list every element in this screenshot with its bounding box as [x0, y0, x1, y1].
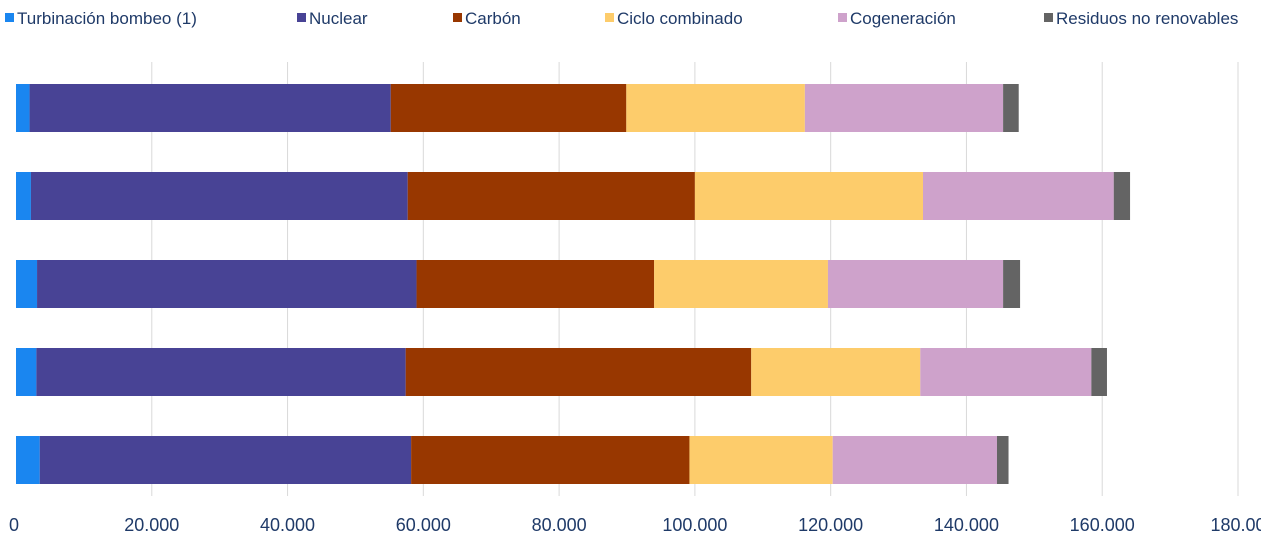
bar-segment: [922, 172, 1114, 220]
x-tick-label: 100.000: [662, 515, 727, 535]
x-tick-label: 0: [9, 515, 19, 535]
legend-swatch: [297, 13, 306, 22]
bar-segment: [405, 348, 752, 396]
legend-item: Cogeneración: [838, 9, 956, 28]
legend-item: Turbinación bombeo (1): [5, 9, 197, 28]
bar-segment: [832, 436, 997, 484]
x-tick-label: 120.000: [798, 515, 863, 535]
legend-label: Nuclear: [309, 9, 368, 28]
bar-segment: [30, 172, 408, 220]
chart-legend: Turbinación bombeo (1) Nuclear Carbón Ciclo…: [5, 9, 1238, 28]
legend-label: Turbinación bombeo (1): [17, 9, 197, 28]
legend-swatch: [605, 13, 614, 22]
x-tick-label: 80.000: [532, 515, 587, 535]
legend-item: Ciclo combinado: [605, 9, 743, 28]
bar-stack: [16, 436, 1009, 484]
bar-segment: [1091, 348, 1107, 396]
x-axis-ticks: 0 20.000 40.000 60.000 80.000 100.000 120.000 1…: [9, 515, 1261, 535]
legend-swatch: [838, 13, 847, 22]
legend-label: Ciclo combinado: [617, 9, 743, 28]
bar-segment: [654, 260, 828, 308]
bar-stack: [16, 260, 1021, 308]
bar-segment: [411, 436, 690, 484]
x-tick-label: 20.000: [124, 515, 179, 535]
bar-segment: [36, 348, 406, 396]
legend-label: Carbón: [465, 9, 521, 28]
bar-segment: [39, 436, 412, 484]
bar-segment: [16, 348, 37, 396]
bar-stack: [16, 84, 1019, 132]
bar-segment: [16, 84, 30, 132]
bar-stack: [16, 172, 1131, 220]
bar-segment: [804, 84, 1004, 132]
bar-segment: [416, 260, 655, 308]
bar-segment: [694, 172, 923, 220]
bar-segment: [626, 84, 805, 132]
bar-segment: [689, 436, 833, 484]
legend-label: Residuos no renovables: [1056, 9, 1238, 28]
bar-stack: [16, 348, 1107, 396]
x-tick-label: 180.00: [1210, 515, 1261, 535]
legend-item: Nuclear: [297, 9, 368, 28]
bar-segment: [1003, 84, 1019, 132]
bar-segment: [16, 172, 31, 220]
legend-swatch: [5, 13, 14, 22]
x-tick-label: 40.000: [260, 515, 315, 535]
legend-item: Residuos no renovables: [1044, 9, 1238, 28]
legend-label: Cogeneración: [850, 9, 956, 28]
bar-segment: [1113, 172, 1131, 220]
bar-stacks: [16, 84, 1131, 484]
bar-segment: [29, 84, 391, 132]
bar-segment: [16, 260, 38, 308]
bar-segment: [16, 436, 40, 484]
x-tick-label: 60.000: [396, 515, 451, 535]
legend-item: Carbón: [453, 9, 521, 28]
bar-segment: [751, 348, 921, 396]
legend-swatch: [1044, 13, 1053, 22]
bar-segment: [920, 348, 1092, 396]
legend-swatch: [453, 13, 462, 22]
bar-segment: [390, 84, 627, 132]
bar-segment: [827, 260, 1004, 308]
bar-segment: [407, 172, 695, 220]
bar-segment: [37, 260, 417, 308]
bar-segment: [1003, 260, 1021, 308]
x-tick-label: 140.000: [934, 515, 999, 535]
x-tick-label: 160.000: [1070, 515, 1135, 535]
bar-segment: [996, 436, 1009, 484]
